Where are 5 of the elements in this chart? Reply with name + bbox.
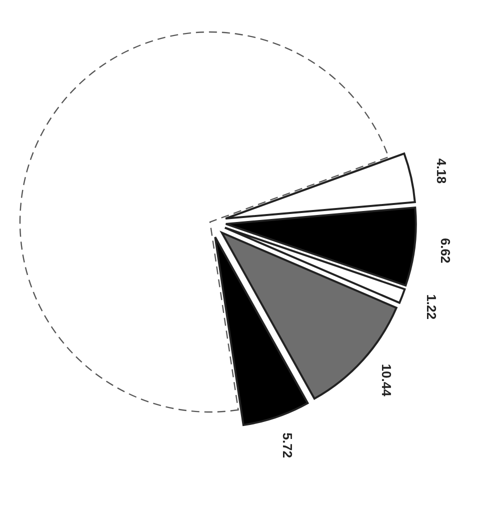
data-label: 5.72 bbox=[280, 432, 295, 458]
data-label: 4.18 bbox=[434, 158, 449, 184]
data-label: 10.44 bbox=[378, 364, 394, 398]
data-label: 1.22 bbox=[424, 294, 439, 320]
data-label: 6.62 bbox=[438, 238, 453, 264]
